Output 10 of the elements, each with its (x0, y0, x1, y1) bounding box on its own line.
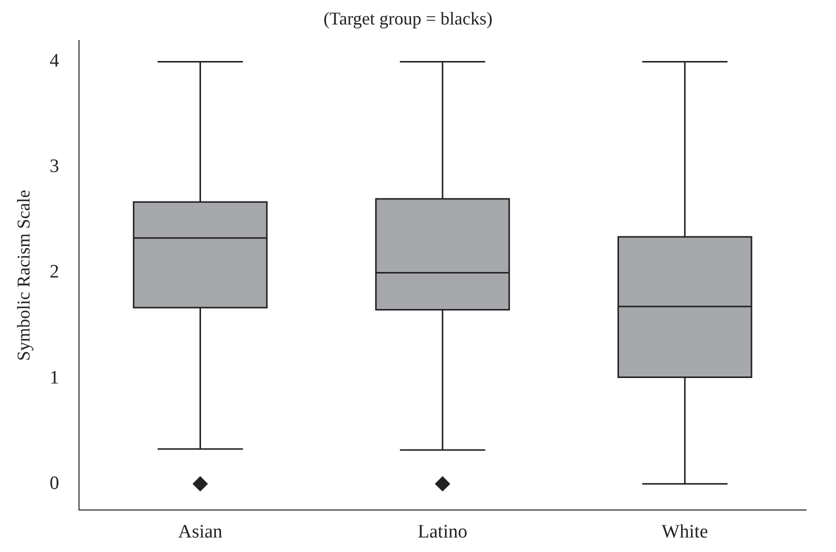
y-axis-title: Symbolic Racism Scale (14, 190, 34, 361)
y-tick-label: 3 (50, 156, 60, 178)
x-tick-label: White (662, 522, 708, 543)
y-tick-label: 4 (50, 50, 60, 72)
y-tick-label: 1 (50, 367, 60, 388)
y-tick-label: 2 (50, 262, 60, 283)
chart-title: (Target group = blacks) (323, 8, 493, 29)
y-tick-label: 0 (50, 472, 60, 494)
x-tick-label: Asian (178, 522, 223, 543)
x-tick-label: Latino (418, 522, 468, 543)
